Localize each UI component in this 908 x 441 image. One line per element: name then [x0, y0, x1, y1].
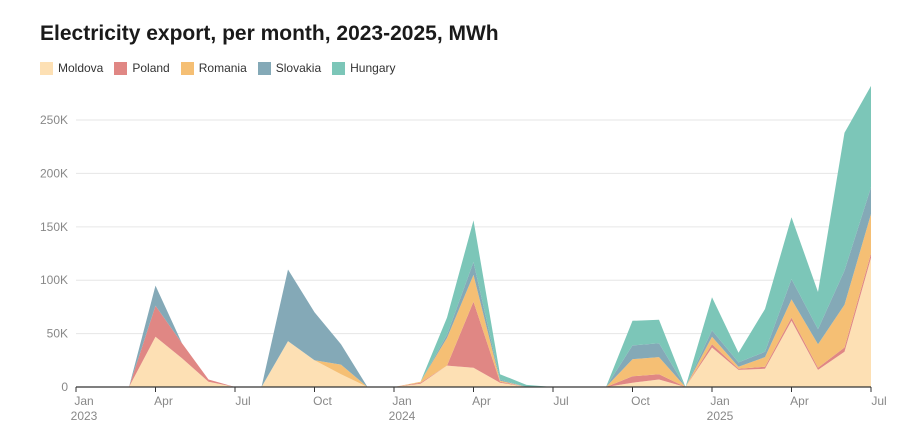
legend-swatch	[257, 61, 271, 75]
x-tick-label: Jul	[553, 394, 568, 408]
legend-label: Slovakia	[275, 61, 322, 75]
area-moldova	[76, 257, 871, 387]
x-tick-label: Jan	[74, 394, 93, 408]
y-tick-label: 200K	[40, 166, 68, 180]
x-tick-year-label: 2024	[389, 409, 416, 423]
legend-item-slovakia[interactable]: Slovakia	[257, 61, 322, 75]
y-tick-label: 0	[61, 380, 68, 394]
legend-label: Moldova	[58, 61, 104, 75]
legend-item-poland[interactable]: Poland	[114, 61, 170, 75]
legend-item-moldova[interactable]: Moldova	[40, 61, 103, 75]
x-tick-label: Apr	[472, 394, 491, 408]
x-tick-year-label: 2025	[707, 409, 734, 423]
chart-title: Electricity export, per month, 2023-2025…	[40, 22, 499, 45]
x-tick-label: Jul	[871, 394, 886, 408]
legend-swatch	[332, 61, 346, 75]
legend-label: Poland	[132, 61, 170, 75]
x-tick-label: Jan	[392, 394, 411, 408]
legend-label: Romania	[198, 61, 247, 75]
y-tick-label: 150K	[40, 220, 68, 234]
legend-swatch	[114, 61, 128, 75]
area-poland	[76, 253, 871, 387]
legend-swatch	[180, 61, 194, 75]
x-tick-label: Apr	[154, 394, 173, 408]
y-tick-label: 50K	[47, 327, 68, 341]
area-hungary	[76, 85, 871, 388]
x-tick-label: Jan	[710, 394, 729, 408]
legend-swatch	[40, 61, 53, 75]
x-tick-label: Oct	[631, 394, 650, 408]
area-romania	[76, 214, 871, 387]
legend-item-hungary[interactable]: Hungary	[332, 61, 395, 75]
y-tick-label: 250K	[40, 113, 68, 127]
x-tick-label: Apr	[790, 394, 809, 408]
x-tick-label: Jul	[235, 394, 250, 408]
legend-label: Hungary	[350, 61, 396, 75]
area-slovakia	[76, 187, 871, 387]
y-tick-label: 100K	[40, 273, 68, 287]
chart-legend: Moldova Poland Romania Slovakia Hungary	[40, 61, 406, 75]
x-tick-label: Oct	[313, 394, 332, 408]
legend-item-romania[interactable]: Romania	[180, 61, 247, 75]
x-tick-year-label: 2023	[71, 409, 98, 423]
